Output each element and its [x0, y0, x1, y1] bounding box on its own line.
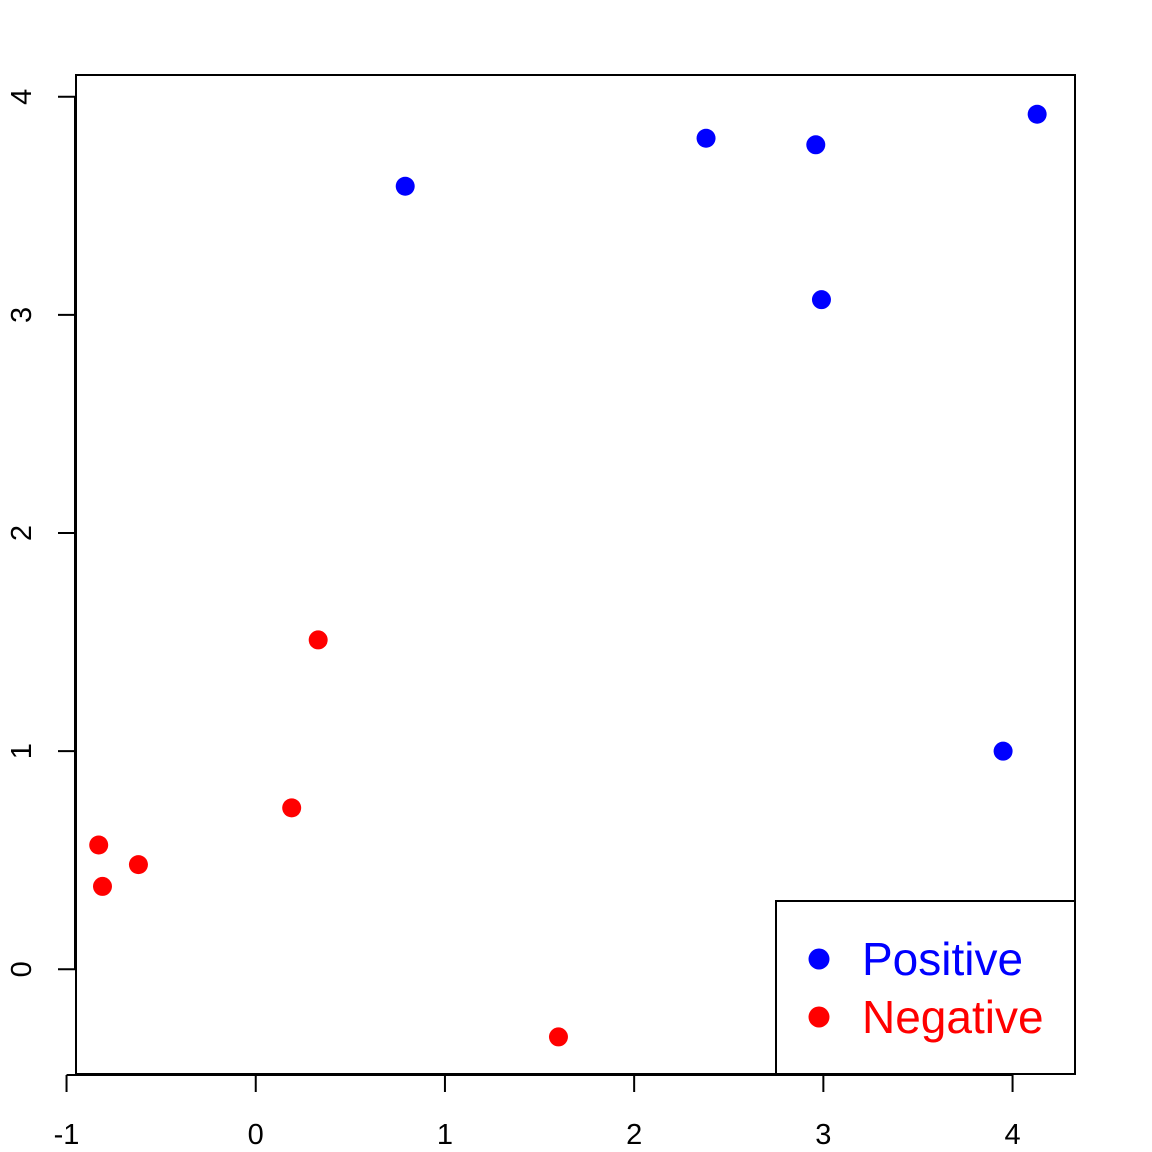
x-tick-label: 0 — [248, 1119, 264, 1151]
x-tick-label: 3 — [815, 1119, 831, 1151]
point-negative — [92, 876, 112, 896]
y-tick-label: 3 — [6, 307, 38, 323]
x-tick-label: -1 — [54, 1119, 80, 1151]
point-negative — [89, 835, 109, 855]
point-positive — [696, 128, 716, 148]
point-positive — [811, 290, 831, 310]
y-tick-label: 2 — [6, 525, 38, 541]
point-positive — [993, 741, 1013, 761]
legend-box — [775, 900, 1076, 1075]
y-tick-label: 1 — [6, 743, 38, 759]
point-positive — [395, 176, 415, 196]
point-positive — [806, 135, 826, 155]
point-negative — [308, 630, 328, 650]
point-negative — [128, 855, 148, 875]
plot-frame — [75, 74, 1076, 1075]
data-points — [89, 104, 1047, 1047]
x-tick-label: 2 — [626, 1119, 642, 1151]
y-tick-label: 0 — [6, 961, 38, 977]
point-negative — [548, 1027, 568, 1047]
legend-marker-positive — [808, 948, 830, 970]
legend: Positive Negative — [775, 900, 1076, 1075]
legend-marker-negative — [808, 1006, 830, 1028]
point-positive — [1027, 104, 1047, 124]
x-tick-label: 1 — [437, 1119, 453, 1151]
point-negative — [282, 798, 302, 818]
legend-label-negative: Negative — [862, 991, 1044, 1043]
x-tick-label: 4 — [1004, 1119, 1020, 1151]
y-tick-label: 4 — [6, 89, 38, 105]
legend-label-positive: Positive — [862, 933, 1023, 985]
